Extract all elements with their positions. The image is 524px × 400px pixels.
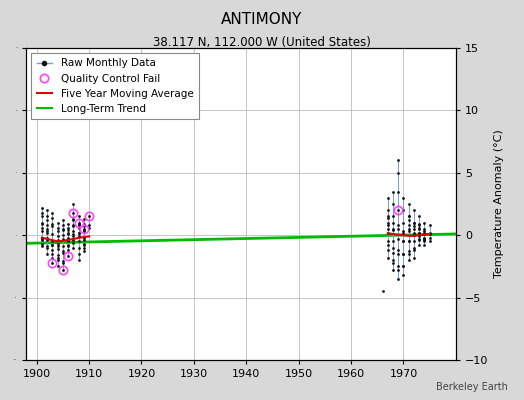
Text: 38.117 N, 112.000 W (United States): 38.117 N, 112.000 W (United States) [153,36,371,49]
Text: ANTIMONY: ANTIMONY [221,12,303,27]
Y-axis label: Temperature Anomaly (°C): Temperature Anomaly (°C) [494,130,504,278]
Legend: Raw Monthly Data, Quality Control Fail, Five Year Moving Average, Long-Term Tren: Raw Monthly Data, Quality Control Fail, … [31,53,199,119]
Text: Berkeley Earth: Berkeley Earth [436,382,508,392]
